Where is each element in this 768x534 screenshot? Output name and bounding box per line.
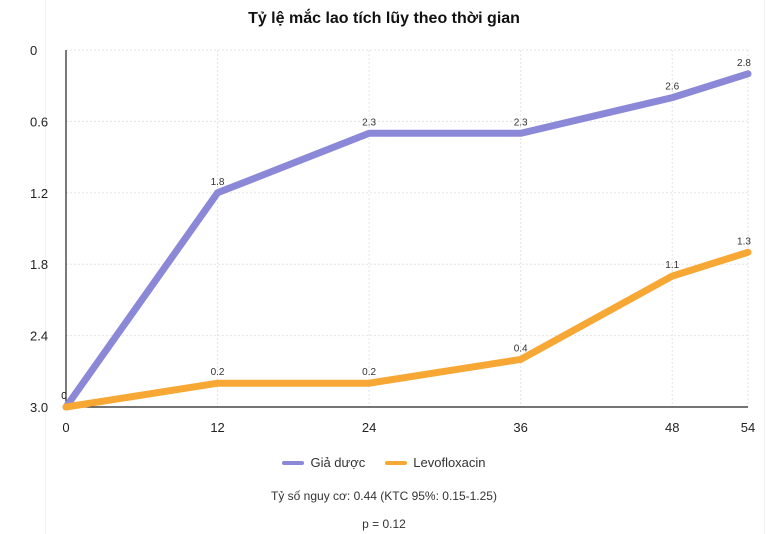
y-tick-label: 0 xyxy=(30,43,37,58)
x-ticks: 0 12 24 36 48 54 xyxy=(62,420,755,435)
hazard-ratio-note: Tỷ số nguy cơ: 0.44 (KTC 95%: 0.15-1.25) xyxy=(271,489,497,503)
data-labels: 01.82.3 2.32.62.800.2 0.20.41.11.3 xyxy=(61,58,751,402)
data-label: 1.3 xyxy=(737,236,751,247)
data-label: 2.8 xyxy=(737,58,751,69)
data-label: 0.2 xyxy=(211,367,225,378)
series-lines xyxy=(62,70,752,411)
data-label: 0.2 xyxy=(362,367,376,378)
legend-swatch-placebo xyxy=(282,460,305,465)
p-value-note: p = 0.12 xyxy=(362,517,406,531)
x-tick-label: 24 xyxy=(362,420,376,435)
data-label: 2.3 xyxy=(362,117,376,128)
x-tick-label: 54 xyxy=(741,420,755,435)
x-tick-label: 0 xyxy=(62,420,69,435)
legend-label-levofloxacin: Levofloxacin xyxy=(413,455,486,470)
data-label: 0.4 xyxy=(514,343,528,354)
x-tick-label: 36 xyxy=(513,420,527,435)
y-tick-label: 1.2 xyxy=(30,186,48,201)
y-tick-label: 1.8 xyxy=(30,257,48,272)
y-tick-label: 0.6 xyxy=(30,114,48,129)
chart-title: Tỷ lệ mắc lao tích lũy theo thời gian xyxy=(248,10,520,27)
data-label: 1.8 xyxy=(211,177,225,188)
y-tick-label: 3.0 xyxy=(30,400,48,415)
data-label: 1.1 xyxy=(665,260,679,271)
legend-swatch-levofloxacin xyxy=(385,460,408,465)
data-label: 0 xyxy=(61,391,67,402)
x-tick-label: 12 xyxy=(210,420,224,435)
axes xyxy=(65,50,748,408)
x-tick-label: 48 xyxy=(665,420,679,435)
chart-plot: 0 0.6 1.2 1.8 2.4 3.0 0 12 24 36 48 54 0 1.8 2.3 2.3 2… xyxy=(30,43,755,435)
data-label: 2.3 xyxy=(514,117,528,128)
legend-label-placebo: Giả dược xyxy=(310,455,366,470)
y-ticks: 0 0.6 1.2 1.8 2.4 3.0 xyxy=(30,43,48,415)
data-label: 0 xyxy=(61,391,67,402)
legend[interactable]: Giả dược Levofloxacin xyxy=(0,455,768,470)
y-tick-label: 2.4 xyxy=(30,329,48,344)
data-label: 2.6 xyxy=(665,82,679,93)
chart-frame xyxy=(45,0,765,534)
legend-item-levofloxacin[interactable]: Levofloxacin xyxy=(385,455,486,470)
series-line-1 xyxy=(62,248,752,411)
legend-item-placebo[interactable]: Giả dược xyxy=(282,455,365,470)
series-line-0 xyxy=(62,70,752,411)
